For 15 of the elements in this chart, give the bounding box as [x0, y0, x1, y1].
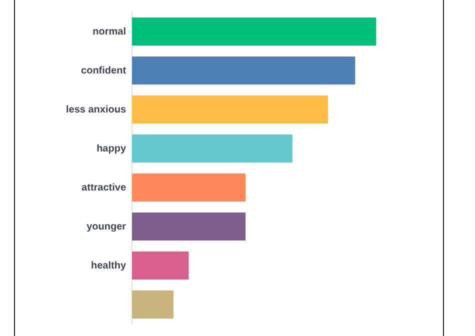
bar — [132, 251, 189, 280]
bar — [132, 173, 246, 202]
y-tick-label: younger — [86, 221, 126, 232]
y-tick-label: happy — [96, 143, 126, 154]
bar — [132, 17, 376, 46]
y-tick-label: normal — [92, 26, 126, 38]
bar — [132, 56, 356, 85]
bar — [132, 290, 174, 319]
y-tick-label: attractive — [82, 182, 126, 194]
bar — [132, 212, 246, 241]
bar — [132, 95, 328, 124]
y-tick-label: healthy — [91, 260, 126, 272]
y-tick-label: confident — [81, 65, 127, 76]
bar — [132, 134, 292, 163]
y-tick-label: less anxious — [66, 104, 126, 116]
